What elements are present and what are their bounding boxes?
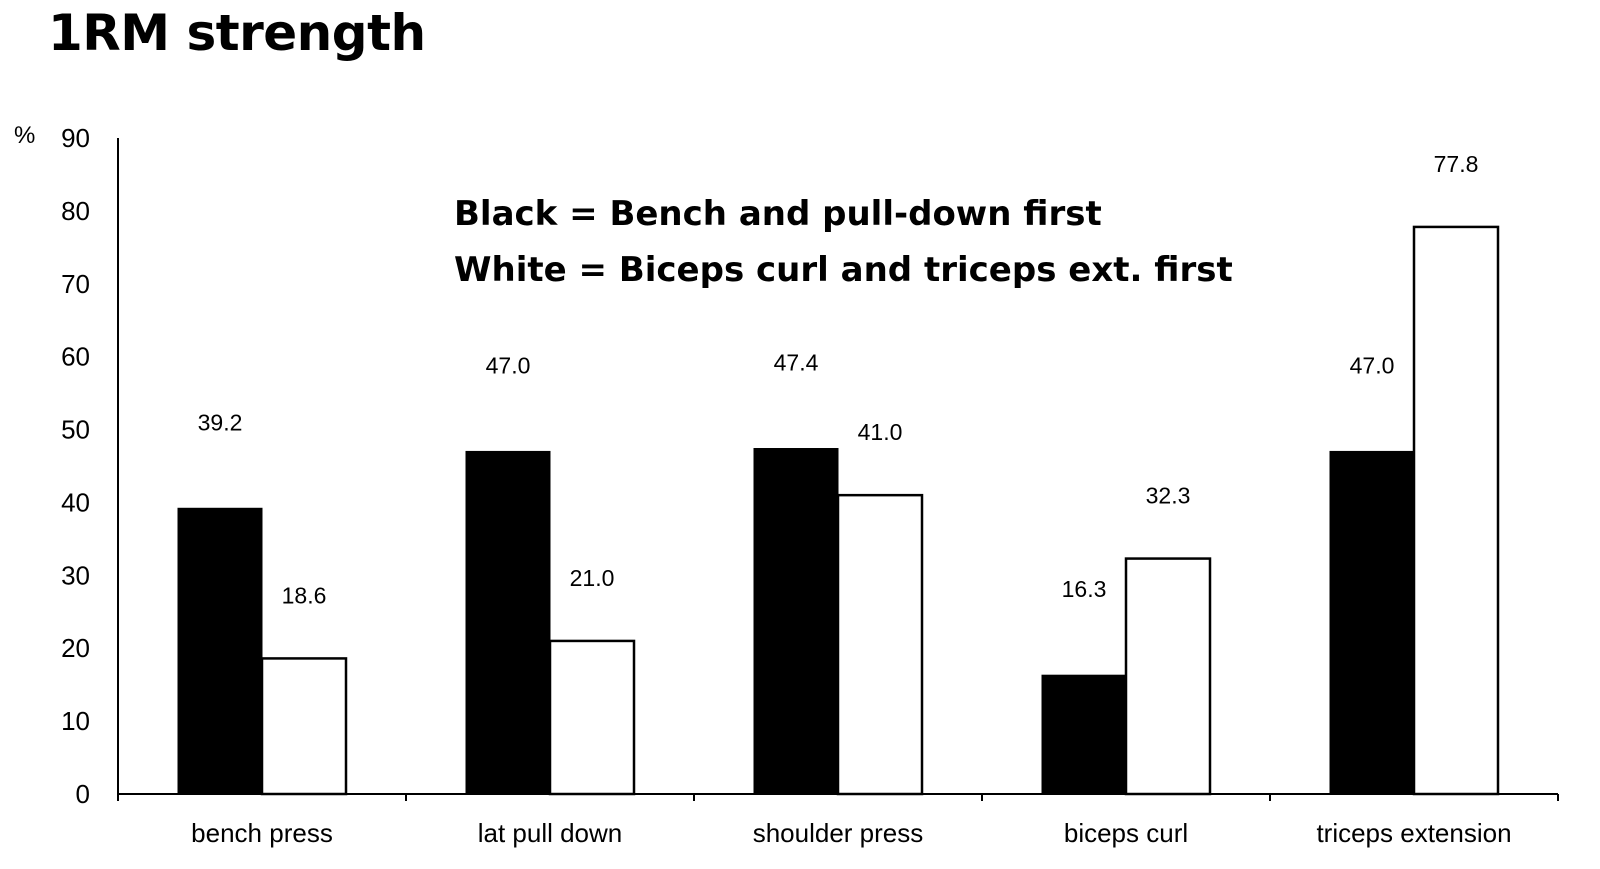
y-tick-label: 90: [61, 123, 90, 153]
bar-black: [177, 507, 263, 795]
y-tick-label: 50: [61, 415, 90, 445]
bar-white: [260, 657, 348, 796]
data-label: 47.0: [1350, 352, 1395, 378]
data-label: 77.8: [1434, 151, 1479, 177]
y-tick-label: 30: [61, 560, 90, 590]
legend-annotation-white: White = Biceps curl and triceps ext. fir…: [454, 250, 1233, 290]
bar-white: [548, 639, 636, 796]
data-label: 18.6: [282, 582, 327, 608]
category-labels: bench press lat pull down shoulder press bi…: [191, 818, 1511, 848]
y-tick-label: 80: [61, 196, 90, 226]
y-tick-label: 70: [61, 269, 90, 299]
bars: [177, 225, 1500, 796]
data-label: 39.2: [198, 409, 243, 435]
y-axis-ticks: 0 10 20 30 40 50 60 70 80 90: [61, 123, 90, 809]
x-category-label: triceps extension: [1316, 818, 1511, 848]
x-category-label: bench press: [191, 818, 333, 848]
bar-black: [465, 450, 551, 795]
y-tick-label: 0: [76, 779, 90, 809]
bar-black: [1041, 674, 1127, 795]
bar-black: [1329, 450, 1415, 795]
bar-white: [1412, 225, 1500, 796]
data-label: 47.4: [774, 350, 819, 376]
legend-annotation-black: Black = Bench and pull-down first: [454, 194, 1102, 234]
data-label: 47.0: [486, 352, 531, 378]
y-axis-unit-label: %: [14, 122, 35, 149]
y-tick-label: 40: [61, 487, 90, 517]
data-label: 16.3: [1062, 576, 1107, 602]
x-category-label: lat pull down: [478, 818, 623, 848]
axes: [117, 138, 1559, 801]
data-labels: 39.2 18.6 47.0 21.0 47.4 41.0 16.3 32.3 47.0 77.8: [198, 151, 1479, 609]
y-tick-label: 20: [61, 633, 90, 663]
y-tick-label: 10: [61, 706, 90, 736]
chart-title: 1RM strength: [48, 4, 426, 62]
data-label: 21.0: [570, 565, 615, 591]
x-category-label: shoulder press: [753, 818, 924, 848]
bar-white: [836, 493, 924, 796]
data-label: 32.3: [1146, 483, 1191, 509]
bar-white: [1124, 557, 1212, 796]
x-category-label: biceps curl: [1064, 818, 1188, 848]
bar-black: [753, 448, 839, 795]
y-tick-label: 60: [61, 342, 90, 372]
data-label: 41.0: [858, 419, 903, 445]
